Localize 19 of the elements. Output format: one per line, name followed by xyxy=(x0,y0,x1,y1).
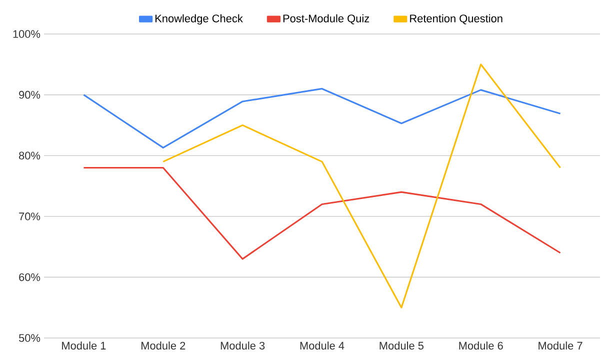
x-tick-label: Module 6 xyxy=(459,342,503,350)
legend-label: Retention Question xyxy=(410,14,502,24)
y-tick-label: 60% xyxy=(19,273,40,282)
x-tick-label: Module 5 xyxy=(380,342,424,350)
x-tick-label: Module 3 xyxy=(220,342,265,350)
x-tick-label: Module 7 xyxy=(538,342,582,350)
x-tick-label: Module 1 xyxy=(62,342,106,350)
line-series xyxy=(82,166,562,260)
x-tick-label: Module 2 xyxy=(142,342,186,350)
x-tick-label: Module 4 xyxy=(300,342,344,350)
legend-label: Knowledge Check xyxy=(155,14,243,25)
line-series xyxy=(162,64,562,308)
y-tick-label: 80% xyxy=(19,152,40,160)
y-tick-label: 50% xyxy=(18,334,40,342)
y-tick-label: 70% xyxy=(19,212,40,220)
y-tick-label: 100% xyxy=(13,30,40,38)
y-tick-label: 90% xyxy=(19,90,40,99)
legend-label: Post-Module Quiz xyxy=(283,14,370,24)
line-series xyxy=(82,88,562,148)
